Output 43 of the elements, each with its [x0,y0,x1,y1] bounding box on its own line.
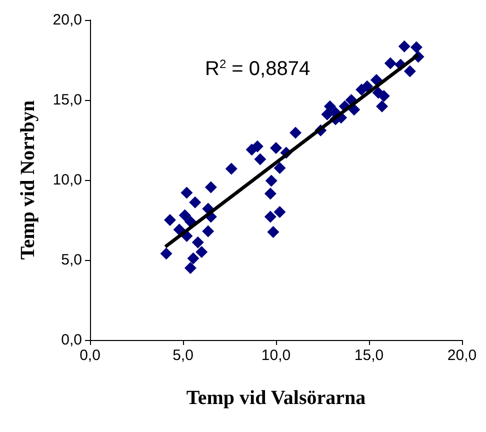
y-tick-label: 0,0 [61,332,82,348]
point [264,210,276,223]
point [202,225,214,238]
point [410,41,422,54]
point [225,162,238,175]
point [254,153,266,166]
x-tick-label: 15,0 [354,347,384,364]
point [192,236,204,248]
point [376,100,388,112]
y-tick-label: 5,0 [61,252,82,268]
x-tick-label: 0,0 [80,347,100,364]
point [184,262,196,274]
x-tick-label: 20,0 [447,347,477,364]
point [321,108,334,120]
point [274,162,286,174]
point [264,188,276,200]
point [404,65,416,78]
y-tick-label: 15,0 [52,92,82,108]
point [187,252,200,264]
point [324,100,336,112]
x-tick-label: 10,0 [261,347,291,364]
point [173,224,186,236]
point [164,214,176,226]
x-tick-label: 5,0 [172,347,194,364]
point [196,246,208,258]
point [398,40,410,52]
point [361,80,374,92]
point [265,174,278,187]
point [180,186,193,199]
point [204,181,217,194]
point [370,74,382,86]
y-tick-label: 10,0 [52,172,82,188]
point [270,142,282,154]
y-axis-title: Temp vid Norrbyn [17,100,39,260]
point [267,226,280,238]
point [290,126,302,139]
point [274,206,286,218]
point [189,196,202,208]
point [178,209,191,222]
point [384,57,396,70]
point [160,248,172,260]
x-axis-title: Temp vid Valsörarna [186,387,366,409]
y-tick-label: 20,0 [52,12,82,28]
